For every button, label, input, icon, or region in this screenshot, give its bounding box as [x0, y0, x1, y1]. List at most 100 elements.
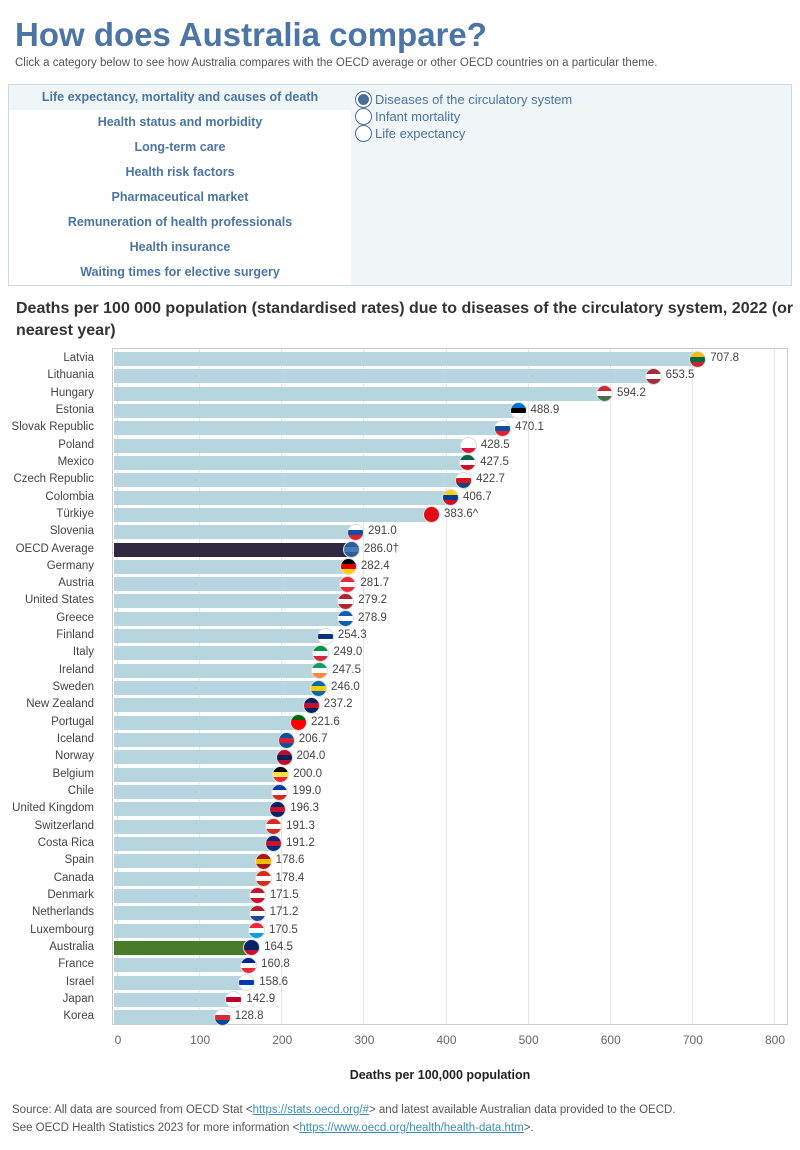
bar-hungary[interactable]	[114, 386, 605, 401]
bar-latvia[interactable]	[114, 352, 699, 366]
bar-chile[interactable]	[114, 785, 281, 799]
bar-t-rkiye[interactable]	[114, 507, 433, 522]
radio-option[interactable]: Life expectancy	[355, 125, 572, 142]
country-label: OECD Average	[15, 542, 94, 555]
bar-new-zealand[interactable]	[114, 698, 312, 713]
flag-icon	[271, 783, 289, 801]
value-label: 383.6^	[444, 507, 479, 520]
bar-israel[interactable]	[114, 975, 248, 990]
country-label: Austria	[58, 577, 94, 590]
flag-icon	[238, 974, 256, 992]
bar-australia[interactable]	[114, 940, 253, 955]
radio-button-icon[interactable]	[355, 108, 372, 125]
category-item[interactable]: Health risk factors	[125, 165, 235, 179]
radio-button-icon[interactable]	[355, 125, 372, 142]
bar-ireland[interactable]	[114, 663, 321, 678]
country-label: Costa Rica	[37, 836, 94, 849]
bar-austria[interactable]	[114, 577, 349, 592]
country-label: Korea	[63, 1010, 94, 1023]
category-item[interactable]: Life expectancy, mortality and causes of…	[9, 85, 351, 110]
bar-sweden[interactable]	[114, 681, 320, 696]
country-label: Ireland	[58, 663, 94, 676]
value-label: 406.7	[463, 490, 492, 503]
flag-icon	[689, 350, 707, 368]
value-label: 160.8	[261, 958, 290, 971]
country-label: Latvia	[63, 352, 94, 364]
flag-icon	[339, 575, 357, 593]
bar-italy[interactable]	[114, 646, 322, 661]
flag-icon	[442, 489, 459, 507]
country-label: United States	[24, 594, 94, 607]
bar-slovak-republic[interactable]	[114, 421, 504, 436]
value-label: 278.9	[358, 611, 387, 624]
category-item[interactable]: Waiting times for elective surgery	[80, 265, 280, 279]
category-item[interactable]: Health status and morbidity	[97, 115, 263, 129]
bar-czech-republic[interactable]	[114, 473, 465, 488]
bar-canada[interactable]	[114, 871, 264, 886]
value-label: 254.3	[337, 629, 367, 642]
bar-spain[interactable]	[114, 854, 264, 869]
bar-japan[interactable]	[114, 992, 235, 1007]
bar-colombia[interactable]	[114, 490, 451, 505]
value-label: 191.3	[286, 819, 315, 832]
value-label: 178.4	[275, 871, 305, 884]
bar-norway[interactable]	[114, 750, 285, 765]
country-label: Greece	[56, 611, 94, 624]
value-label: 171.2	[269, 906, 299, 919]
radio-label: Infant mortality	[375, 109, 461, 124]
category-item[interactable]: Long-term care	[134, 140, 226, 154]
country-label: France	[58, 958, 94, 971]
bar-luxembourg[interactable]	[114, 923, 258, 938]
x-tick-label: 700	[682, 1033, 703, 1047]
footer-text: >.	[523, 1122, 534, 1134]
bar-portugal[interactable]	[114, 715, 299, 730]
bar-costa-rica[interactable]	[114, 836, 275, 851]
bar-slovenia[interactable]	[114, 525, 356, 540]
category-item[interactable]: Pharmaceutical market	[111, 190, 249, 204]
bar-mexico[interactable]	[114, 455, 469, 470]
radio-option[interactable]: Infant mortality	[355, 108, 572, 125]
bar-germany[interactable]	[114, 559, 349, 574]
flag-icon	[644, 367, 662, 385]
bar-greece[interactable]	[114, 611, 347, 626]
flag-icon	[494, 419, 512, 437]
country-label: United Kingdom	[12, 802, 94, 815]
category-item[interactable]: Health insurance	[129, 240, 231, 254]
bar-belgium[interactable]	[114, 767, 282, 782]
value-label: 428.5	[480, 438, 510, 451]
flag-icon	[248, 922, 266, 940]
radio-button-icon[interactable]	[355, 91, 372, 108]
flag-icon	[316, 627, 334, 645]
value-label: 199.0	[292, 785, 322, 797]
flag-icon	[269, 800, 287, 818]
gridline	[691, 349, 693, 1024]
bar-oecd-average[interactable]	[114, 542, 352, 557]
flag-icon	[509, 402, 527, 420]
bar-netherlands[interactable]	[114, 906, 258, 921]
bar-denmark[interactable]	[114, 888, 258, 903]
value-label: 206.7	[298, 733, 328, 746]
value-label: 470.1	[515, 421, 544, 434]
category-item[interactable]: Remuneration of health professionals	[67, 215, 293, 229]
bar-poland[interactable]	[114, 438, 469, 453]
bar-united-states[interactable]	[114, 594, 347, 609]
value-label: 142.9	[246, 992, 276, 1005]
bar-switzerland[interactable]	[114, 819, 275, 834]
country-label: Czech Republic	[13, 473, 94, 486]
flag-icon	[595, 385, 613, 403]
x-tick-label: 400	[436, 1033, 457, 1047]
oecd-stat-link[interactable]: https://stats.oecd.org/#	[252, 1104, 369, 1116]
flag-icon	[240, 956, 258, 974]
bar-korea[interactable]	[114, 1010, 223, 1025]
bar-estonia[interactable]	[114, 403, 519, 418]
bar-france[interactable]	[114, 958, 250, 973]
value-label: 707.8	[710, 352, 740, 364]
bar-finland[interactable]	[114, 629, 326, 644]
radio-option[interactable]: Diseases of the circulatory system	[355, 91, 572, 108]
value-label: 422.7	[476, 473, 505, 486]
bar-lithuania[interactable]	[114, 369, 654, 384]
flag-icon	[337, 592, 355, 610]
health-data-link[interactable]: https://www.oecd.org/health/health-data.…	[299, 1122, 524, 1134]
bar-iceland[interactable]	[114, 733, 287, 748]
bar-united-kingdom[interactable]	[114, 802, 279, 817]
